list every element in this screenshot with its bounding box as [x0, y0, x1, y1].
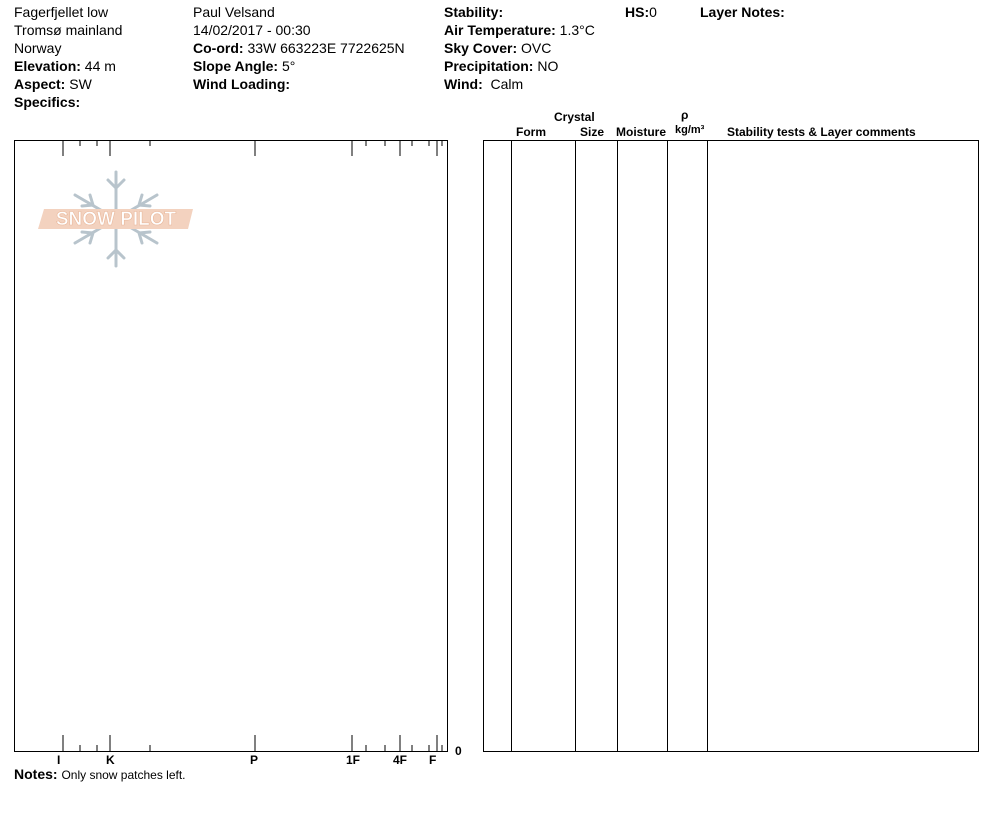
hardness-label: K	[106, 753, 115, 767]
value: Only snow patches left.	[61, 768, 186, 782]
slope-row: Slope Angle: 5°	[193, 57, 295, 75]
layer-table	[483, 140, 979, 752]
label: Wind:	[444, 76, 483, 92]
col-header: Stability tests & Layer comments	[727, 125, 916, 139]
region: Tromsø mainland	[14, 22, 123, 38]
col-header: Size	[580, 125, 605, 139]
col-header: ρ	[681, 108, 689, 122]
precip-row: Precipitation: NO	[444, 57, 558, 75]
wind-row: Wind: Calm	[444, 75, 523, 93]
hardness-label: I	[57, 753, 61, 767]
value: Calm	[490, 76, 524, 92]
value: 1.3°C	[559, 22, 595, 38]
air-temp-row: Air Temperature: 1.3°C	[444, 21, 595, 39]
value: 5°	[281, 58, 296, 74]
hardness-ticks	[62, 140, 443, 751]
label: Sky Cover:	[444, 40, 518, 56]
sky-row: Sky Cover: OVC	[444, 39, 551, 57]
value: 44 m	[84, 58, 116, 74]
logo-banner	[38, 209, 193, 229]
value: 33W 663223E 7722625N	[247, 40, 405, 56]
hardness-label: 4F	[393, 753, 408, 767]
label: HS:	[625, 4, 650, 20]
label: Co-ord:	[193, 40, 244, 56]
hardness-box	[14, 140, 448, 752]
datetime: 14/02/2017 - 00:30	[193, 22, 311, 38]
hardness-label: F	[429, 753, 437, 767]
layer-notes-label: Layer Notes:	[700, 4, 785, 20]
col-header: kg/m³	[675, 124, 705, 136]
label: Notes:	[14, 766, 58, 782]
elevation-row: Elevation: 44 m	[14, 57, 116, 75]
location: Fagerfjellet low	[14, 4, 109, 20]
value: OVC	[521, 40, 552, 56]
country: Norway	[14, 40, 62, 56]
hardness-label: 1F	[346, 753, 361, 767]
specifics-label: Specifics:	[14, 94, 81, 110]
label: Air Temperature:	[444, 22, 556, 38]
label: Aspect:	[14, 76, 66, 92]
label: Precipitation:	[444, 58, 534, 74]
observer: Paul Velsand	[193, 4, 275, 20]
wind-loading-label: Wind Loading:	[193, 76, 291, 92]
hardness-label: P	[250, 753, 259, 767]
aspect-row: Aspect: SW	[14, 75, 92, 93]
label: Elevation:	[14, 58, 81, 74]
logo-text: SNOW PILOT	[56, 209, 177, 230]
col-header: Crystal	[554, 110, 595, 124]
value: SW	[69, 76, 92, 92]
notes-row: Notes: Only snow patches left.	[14, 765, 186, 784]
label: Slope Angle:	[193, 58, 279, 74]
value: NO	[537, 58, 559, 74]
stability-label: Stability:	[444, 4, 504, 20]
coord-row: Co-ord: 33W 663223E 7722625N	[193, 39, 405, 57]
table-columns	[511, 140, 708, 751]
col-header: Moisture	[616, 125, 667, 139]
value: 0	[649, 4, 657, 20]
depth-zero: 0	[455, 744, 462, 758]
col-header: Form	[516, 125, 546, 139]
hs-row: HS:0	[625, 3, 657, 21]
